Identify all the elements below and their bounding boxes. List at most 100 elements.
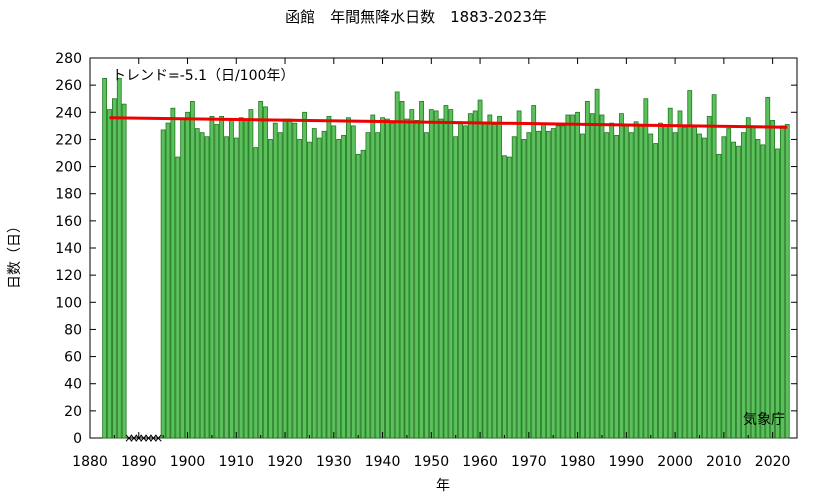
bar (360, 149, 366, 439)
bar (658, 122, 663, 439)
bar (228, 118, 234, 439)
bar (121, 103, 127, 439)
bar (209, 115, 215, 439)
y-tick-label: 240 (55, 105, 82, 121)
bar (331, 125, 337, 439)
x-tick-label: 1940 (365, 454, 401, 470)
bar (643, 98, 649, 439)
bar (336, 139, 342, 439)
bar (687, 90, 693, 439)
bar (424, 132, 429, 439)
bar (311, 128, 317, 439)
missing-marker: × (148, 431, 158, 445)
bar (482, 122, 488, 439)
x-tick-label: 1890 (121, 454, 157, 470)
bar (224, 136, 229, 439)
bar (292, 122, 298, 439)
y-tick-label: 20 (64, 404, 82, 420)
bar (258, 101, 264, 439)
bar (428, 109, 434, 439)
missing-marker: × (124, 431, 134, 445)
bar (511, 136, 517, 439)
y-tick-label: 120 (55, 268, 82, 284)
bar (726, 128, 732, 439)
x-tick-label: 1920 (267, 454, 303, 470)
bar (341, 134, 346, 439)
bar (667, 107, 673, 439)
bar (502, 155, 507, 439)
bar (565, 114, 571, 439)
bar (214, 124, 220, 439)
bar (248, 109, 254, 439)
bar (346, 117, 351, 439)
bar (648, 133, 654, 439)
bar (619, 113, 624, 439)
y-axis: 0 20 40 60 80 100 120 140 160 180 200 220 240 260 280 (55, 51, 797, 447)
missing-marker: × (139, 431, 149, 445)
bar (638, 124, 644, 439)
bar (721, 136, 727, 439)
bar (770, 120, 776, 439)
x-tick-label: 2020 (755, 454, 791, 470)
bar (492, 124, 498, 439)
bar (692, 126, 698, 439)
bar (526, 132, 532, 439)
bar (175, 156, 181, 439)
missing-marker: × (143, 431, 153, 445)
bar (170, 107, 176, 439)
bar (272, 122, 278, 439)
bar (409, 109, 415, 439)
bar (628, 132, 634, 439)
bar (775, 148, 780, 439)
x-tick-label: 1970 (511, 454, 547, 470)
trend-label: トレンド=-5.1（日/100年） (112, 68, 295, 84)
bar (653, 143, 658, 439)
y-tick-label: 280 (55, 51, 82, 67)
bar (760, 144, 766, 439)
bar (185, 111, 190, 439)
bar (375, 132, 381, 439)
bar (784, 124, 790, 439)
x-tick-label: 2000 (657, 454, 693, 470)
bar (497, 115, 502, 439)
x-tick-label: 1950 (413, 454, 449, 470)
bar (443, 105, 449, 439)
bar (189, 101, 195, 439)
bar (467, 113, 473, 439)
y-tick-label: 160 (55, 214, 82, 230)
x-tick-label: 1880 (72, 454, 108, 470)
bar (755, 139, 761, 439)
bar (594, 88, 600, 439)
bar (160, 129, 166, 439)
bar (745, 117, 751, 439)
bar (740, 132, 746, 439)
x-tick-label: 1990 (609, 454, 645, 470)
bar (750, 125, 756, 439)
trend-line (109, 116, 788, 129)
bar (555, 125, 561, 439)
bar (233, 137, 239, 439)
bar (326, 115, 332, 439)
bar (580, 133, 585, 439)
bar (731, 141, 737, 439)
x-tick-label: 1930 (316, 454, 352, 470)
bar (365, 132, 371, 439)
y-tick-label: 180 (55, 187, 82, 203)
bar (404, 118, 410, 439)
bar (268, 139, 273, 439)
bar (531, 105, 537, 439)
bar (711, 94, 717, 439)
x-tick-label: 1910 (218, 454, 254, 470)
bar (316, 137, 322, 439)
source-label: 気象庁 (743, 412, 785, 428)
bar (736, 145, 741, 439)
x-tick-label: 1960 (462, 454, 498, 470)
bar (350, 125, 356, 439)
bar (472, 110, 478, 439)
bar (706, 115, 712, 439)
y-tick-label: 260 (55, 78, 82, 94)
bar (536, 130, 541, 439)
bar (662, 124, 668, 439)
bar (506, 156, 512, 439)
bar (389, 122, 395, 439)
